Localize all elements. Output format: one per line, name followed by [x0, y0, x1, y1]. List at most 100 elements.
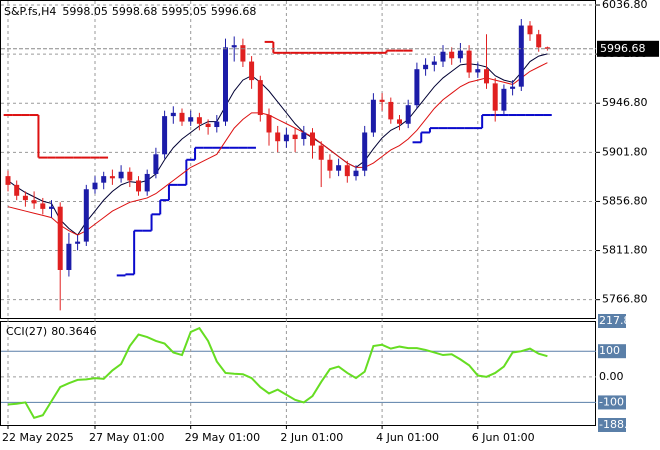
y-tick-label: 100: [599, 344, 620, 357]
y-tick-label: 5901.80: [602, 145, 648, 158]
candle-body: [40, 203, 46, 209]
candle-body: [431, 61, 437, 65]
candle-body: [518, 25, 524, 87]
marks: [1, 18, 596, 419]
low: 5995.05: [161, 5, 207, 18]
candle-body: [153, 154, 159, 174]
candle-body: [475, 69, 481, 73]
candle-body: [536, 34, 542, 48]
open: 5998.05: [62, 5, 108, 18]
price-header: S&P.fs,H4 5998.05 5998.68 5995.05 5996.68: [4, 5, 256, 18]
candle-body: [423, 64, 429, 70]
candle-body: [257, 80, 263, 116]
candle-body: [75, 241, 81, 244]
y-tick-label: 217.8313: [599, 314, 652, 327]
y-tick-label: 6036.80: [602, 0, 648, 11]
candle-body: [370, 99, 376, 133]
x-tick-label: 29 May 01:00: [185, 431, 260, 444]
tick-box: [598, 344, 626, 359]
y-tick-label: 5856.80: [602, 194, 648, 207]
candle-body: [179, 112, 185, 122]
candle-body: [336, 165, 342, 171]
candle-body: [283, 134, 289, 142]
candle-body: [275, 132, 281, 142]
cci-frame: [0, 321, 596, 426]
candle-body: [397, 119, 402, 124]
candle-body: [414, 69, 420, 106]
candle-body: [527, 25, 533, 35]
y-tick-label: -100: [599, 395, 624, 408]
cci-line: [7, 326, 548, 419]
x-tick-label: 27 May 01:00: [89, 431, 164, 444]
close: 5996.68: [211, 5, 257, 18]
candle-body: [379, 99, 385, 102]
tick-box: [598, 395, 626, 410]
last-price-box: [597, 40, 659, 57]
candle-body: [109, 176, 115, 179]
y-tick-label: 5946.80: [602, 96, 648, 109]
symbol: S&P.fs,H4: [4, 5, 56, 18]
candle-body: [214, 121, 220, 128]
candle-body: [457, 50, 463, 59]
moving-average: [7, 53, 548, 236]
candle-body: [127, 171, 133, 181]
candle-body: [49, 206, 54, 209]
candle-body: [223, 47, 228, 122]
x-tick-label: 22 May 2025: [2, 431, 74, 444]
candle-body: [101, 176, 107, 183]
x-tick-label: 2 Jun 01:00: [280, 431, 343, 444]
candle-body: [118, 171, 124, 179]
candle-body: [136, 180, 141, 192]
candle-body: [205, 123, 211, 128]
x-tick-label: 4 Jun 01:00: [376, 431, 439, 444]
candle-body: [353, 170, 359, 177]
candle-body: [170, 112, 176, 117]
high: 5998.68: [112, 5, 158, 18]
candle-body: [240, 45, 246, 62]
candle-body: [492, 83, 498, 111]
candle-body: [249, 61, 255, 81]
candle-body: [466, 50, 472, 73]
candle-body: [188, 117, 194, 122]
candle-body: [5, 176, 11, 185]
tick-box: [598, 418, 626, 432]
cci-header: CCI(27) 80.3646: [6, 325, 97, 338]
candle-body: [196, 117, 202, 124]
cci-last: 80.3646: [51, 325, 97, 338]
candle-body: [144, 173, 150, 192]
tick-box: [598, 314, 626, 328]
candle-body: [388, 101, 394, 120]
candle-body: [22, 195, 28, 201]
candle-body: [544, 47, 550, 49]
candle-body: [449, 51, 455, 59]
moving-average: [7, 62, 548, 236]
y-tick-label: 5766.80: [602, 293, 648, 306]
candle-body: [484, 69, 489, 84]
candle-body: [318, 145, 324, 160]
candle-body: [83, 189, 89, 242]
y-tick-label: 0.00: [599, 370, 624, 383]
y-tick-label: 5811.80: [602, 244, 648, 257]
grid: [1, 1, 600, 429]
price-frame: [0, 0, 596, 319]
cci-title: CCI(27): [6, 325, 47, 338]
candle-body: [327, 159, 333, 171]
candle-body: [362, 132, 368, 171]
candle-body: [440, 51, 446, 62]
candle-body: [510, 86, 516, 89]
candle-body: [405, 105, 411, 124]
candle-body: [266, 115, 272, 133]
x-tick-label: 6 Jun 01:00: [472, 431, 535, 444]
candle-body: [301, 132, 307, 140]
candle-body: [57, 206, 63, 270]
candle-body: [162, 116, 168, 155]
candle-body: [501, 88, 507, 111]
last-price-label: 5996.68: [600, 42, 646, 55]
candle-body: [92, 182, 98, 190]
candle-body: [14, 184, 20, 196]
candle-body: [31, 200, 37, 204]
y-tick-label: -188.0695: [599, 418, 655, 431]
